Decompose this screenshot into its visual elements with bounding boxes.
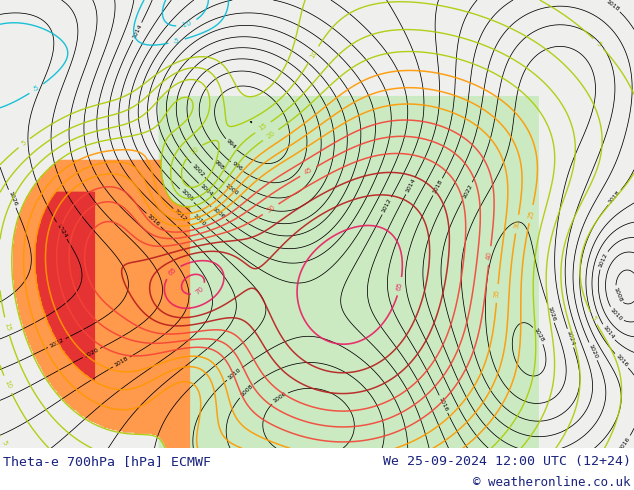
Text: 10: 10 xyxy=(309,49,318,60)
Text: 1002: 1002 xyxy=(191,163,205,178)
Text: 1016: 1016 xyxy=(614,353,629,368)
Text: 1010: 1010 xyxy=(192,213,207,227)
Text: 1018: 1018 xyxy=(113,356,129,368)
Text: 65: 65 xyxy=(167,267,178,277)
Text: 5: 5 xyxy=(1,439,8,446)
Text: 25: 25 xyxy=(527,209,535,219)
Text: 1008: 1008 xyxy=(239,384,254,398)
Text: 1026: 1026 xyxy=(7,191,18,207)
Text: 1028: 1028 xyxy=(533,327,545,343)
Text: 10: 10 xyxy=(3,379,12,390)
Text: 1026: 1026 xyxy=(546,305,556,322)
Text: 1010: 1010 xyxy=(227,367,242,381)
Text: 45: 45 xyxy=(303,167,314,176)
Text: 1022: 1022 xyxy=(49,337,65,349)
Text: 996: 996 xyxy=(231,161,243,172)
Text: 1016: 1016 xyxy=(618,436,631,451)
Text: -5: -5 xyxy=(32,84,41,93)
Text: 70: 70 xyxy=(194,286,205,296)
Text: 1014: 1014 xyxy=(131,23,143,40)
Text: 1012: 1012 xyxy=(381,198,392,214)
Text: 1018: 1018 xyxy=(605,0,620,12)
Text: -10: -10 xyxy=(181,20,193,29)
Text: 1008: 1008 xyxy=(179,189,194,203)
Text: 1006: 1006 xyxy=(211,206,226,220)
Text: 1016: 1016 xyxy=(146,213,161,227)
Text: 40: 40 xyxy=(486,251,493,260)
Text: 1024: 1024 xyxy=(55,222,68,239)
Text: 1004: 1004 xyxy=(198,183,213,197)
Text: -5: -5 xyxy=(172,37,181,45)
Text: 998: 998 xyxy=(212,159,224,171)
Text: 1014: 1014 xyxy=(602,325,615,340)
Text: 50: 50 xyxy=(265,204,276,214)
Text: 20: 20 xyxy=(265,130,276,140)
Text: 1000: 1000 xyxy=(224,183,240,196)
Text: 5: 5 xyxy=(20,139,28,147)
Text: 1014: 1014 xyxy=(404,178,417,194)
Text: 1024: 1024 xyxy=(566,330,575,346)
Text: Theta-e 700hPa [hPa] ECMWF: Theta-e 700hPa [hPa] ECMWF xyxy=(3,455,211,468)
Text: 1018: 1018 xyxy=(432,179,444,195)
Text: 30: 30 xyxy=(514,219,521,229)
Text: 35: 35 xyxy=(494,289,501,298)
Text: 1012: 1012 xyxy=(173,208,188,222)
Text: 1016: 1016 xyxy=(438,396,449,412)
Text: 994: 994 xyxy=(225,139,237,150)
Text: 10: 10 xyxy=(189,146,200,156)
Text: 1022: 1022 xyxy=(462,183,474,199)
Text: 1018: 1018 xyxy=(607,190,621,205)
Text: 1006: 1006 xyxy=(272,392,287,404)
Text: 1012: 1012 xyxy=(598,252,609,269)
Text: 15: 15 xyxy=(257,122,268,132)
Text: © weatheronline.co.uk: © weatheronline.co.uk xyxy=(474,476,631,489)
Text: 1020: 1020 xyxy=(84,347,100,359)
Text: 5: 5 xyxy=(590,315,597,321)
Text: We 25-09-2024 12:00 UTC (12+24): We 25-09-2024 12:00 UTC (12+24) xyxy=(383,455,631,468)
Text: 1020: 1020 xyxy=(588,343,598,360)
Text: 15: 15 xyxy=(3,321,11,332)
Text: 5: 5 xyxy=(595,40,602,48)
Text: 65: 65 xyxy=(396,281,404,291)
Text: 1010: 1010 xyxy=(609,307,623,322)
Text: 1008: 1008 xyxy=(612,287,623,303)
